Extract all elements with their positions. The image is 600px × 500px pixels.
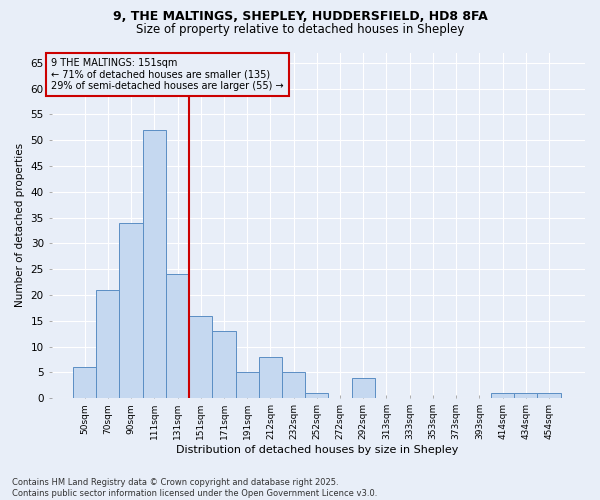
Text: 9, THE MALTINGS, SHEPLEY, HUDDERSFIELD, HD8 8FA: 9, THE MALTINGS, SHEPLEY, HUDDERSFIELD, … [113,10,487,23]
Y-axis label: Number of detached properties: Number of detached properties [15,144,25,308]
Bar [259,357,282,398]
Bar [352,378,375,398]
Text: 9 THE MALTINGS: 151sqm
← 71% of detached houses are smaller (135)
29% of semi-de: 9 THE MALTINGS: 151sqm ← 71% of detached… [52,58,284,91]
Bar [305,393,328,398]
Bar [236,372,259,398]
Bar [491,393,514,398]
Bar [119,223,143,398]
Bar [282,372,305,398]
Text: Contains HM Land Registry data © Crown copyright and database right 2025.
Contai: Contains HM Land Registry data © Crown c… [12,478,377,498]
X-axis label: Distribution of detached houses by size in Shepley: Distribution of detached houses by size … [176,445,458,455]
Bar [514,393,538,398]
Bar [212,331,236,398]
Text: Size of property relative to detached houses in Shepley: Size of property relative to detached ho… [136,22,464,36]
Bar [166,274,189,398]
Bar [143,130,166,398]
Bar [189,316,212,398]
Bar [538,393,560,398]
Bar [96,290,119,398]
Bar [73,367,96,398]
